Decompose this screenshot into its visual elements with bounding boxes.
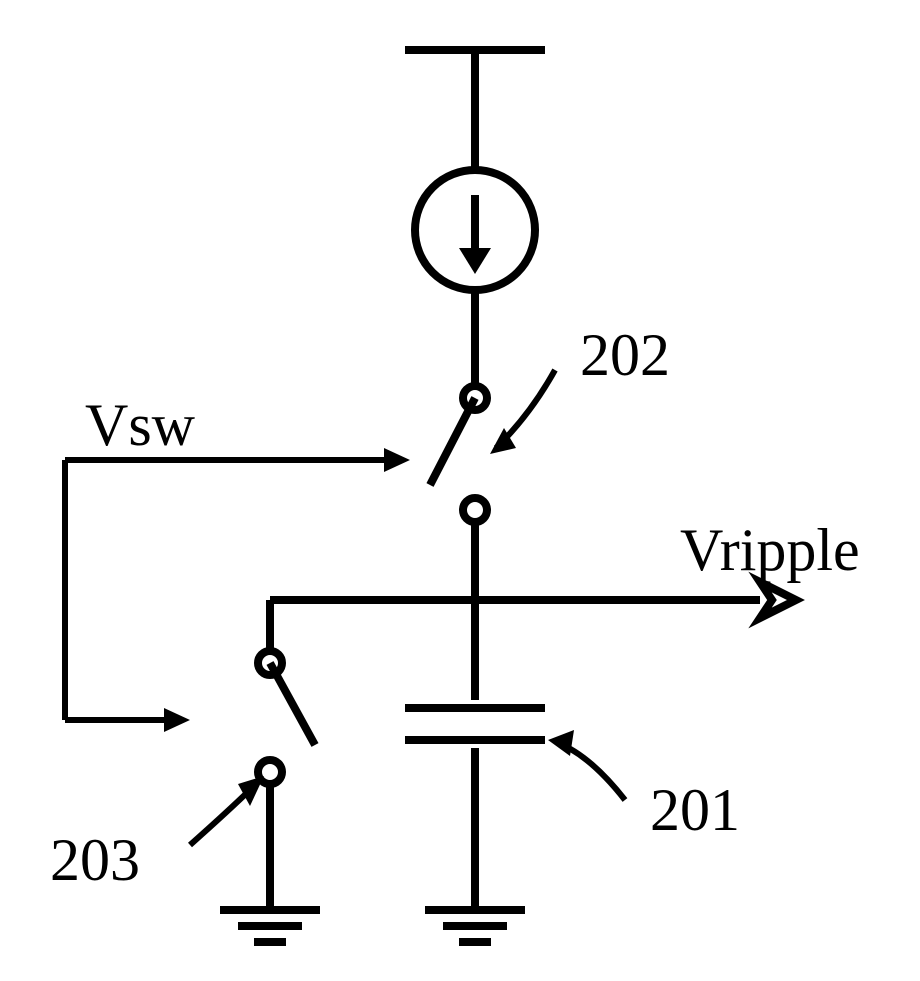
label-ref-202: 202 — [580, 322, 670, 388]
sw202-bottom-terminal — [463, 498, 487, 522]
sw203-arm — [270, 663, 315, 745]
label-ref-201: 201 — [650, 777, 740, 843]
label-ref-203: 203 — [50, 827, 140, 893]
leader-201-arrowhead — [548, 730, 574, 756]
vsw-arrow-bot-head — [164, 708, 190, 732]
vsw-arrow-top-head — [384, 448, 410, 472]
current-source-arrow-head — [459, 248, 491, 274]
label-vsw: Vsw — [85, 392, 196, 458]
sw202-arm — [430, 398, 475, 485]
vripple-output-arrow — [760, 582, 796, 618]
circuit-diagram: Vsw Vripple 202 201 203 — [0, 0, 920, 981]
label-vripple: Vripple — [680, 517, 860, 583]
